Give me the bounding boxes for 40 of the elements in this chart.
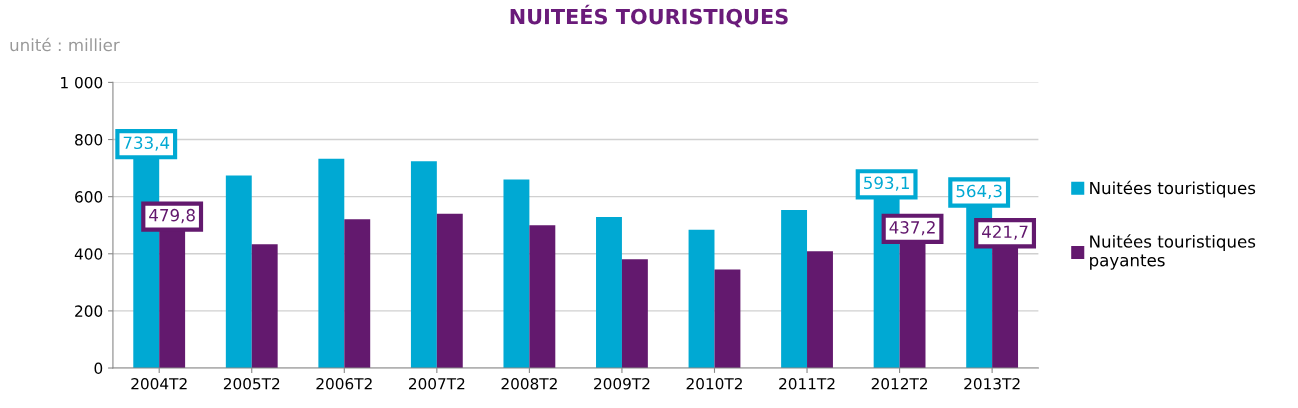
bar xyxy=(807,251,833,369)
data-label: 593,1 xyxy=(864,176,909,191)
bar xyxy=(529,225,556,369)
data-label: 733,4 xyxy=(123,136,170,151)
bar xyxy=(621,259,648,369)
x-tick-label: 2009T2 xyxy=(594,378,650,390)
x-tick-label: 2007T2 xyxy=(408,378,465,390)
legend-label: Nuitées touristiques xyxy=(1090,180,1256,198)
legend-label: Nuitées touristiques payantes xyxy=(1090,234,1256,270)
bar xyxy=(251,244,278,369)
x-tick-label: 2004T2 xyxy=(131,378,187,390)
x-tick-label: 2011T2 xyxy=(779,378,835,390)
x-tick-label: 2006T2 xyxy=(316,378,372,390)
data-label: 437,2 xyxy=(889,221,935,236)
bar xyxy=(225,175,252,369)
x-tick-label: 2012T2 xyxy=(871,378,928,390)
y-tick-label: 400 xyxy=(74,248,103,260)
data-label: 564,3 xyxy=(956,184,1002,200)
bar xyxy=(318,158,345,369)
data-label: 421,7 xyxy=(982,225,1028,240)
x-tick-label: 2005T2 xyxy=(223,378,280,390)
chart-title: NUITEÉS TOURISTIQUES xyxy=(510,4,788,28)
data-label: 479,8 xyxy=(149,208,195,224)
x-tick-label: 2010T2 xyxy=(686,378,742,390)
bar xyxy=(436,213,463,369)
bar xyxy=(596,216,622,369)
x-tick-label: 2008T2 xyxy=(501,378,557,390)
y-tick-label: 800 xyxy=(75,134,103,146)
bar xyxy=(714,269,741,369)
bar xyxy=(503,179,530,369)
bar xyxy=(781,210,808,369)
bar xyxy=(688,229,715,369)
y-tick-label: 200 xyxy=(75,305,103,317)
bar xyxy=(410,161,437,369)
y-tick-label: 1 000 xyxy=(61,76,103,89)
text: unité : millier xyxy=(10,37,120,52)
y-tick-label: 600 xyxy=(75,191,103,203)
bar xyxy=(344,219,371,369)
x-tick-label: 2013T2 xyxy=(964,378,1020,390)
y-tick-label: 0 xyxy=(94,362,103,375)
